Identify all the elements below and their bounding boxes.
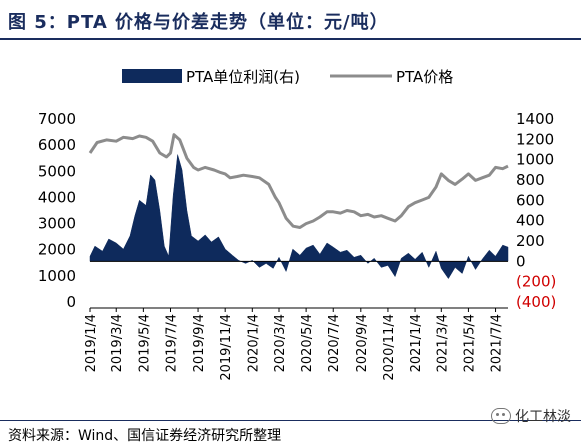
right-axis-tick-label: 600 bbox=[516, 191, 545, 209]
x-axis-tick-label: 2020/11/4 bbox=[382, 314, 397, 381]
figure-title: 图 5：PTA 价格与价差走势（单位：元/吨） bbox=[8, 12, 389, 33]
x-axis-tick-label: 2020/5/4 bbox=[300, 314, 315, 372]
left-axis-tick-label: 3000 bbox=[38, 215, 76, 233]
right-axis-tick-label: 400 bbox=[516, 212, 545, 230]
x-axis-tick-label: 2019/11/4 bbox=[219, 314, 234, 381]
x-axis-tick-label: 2019/7/4 bbox=[164, 314, 179, 372]
wechat-icon bbox=[491, 408, 511, 424]
right-axis-tick-label: 800 bbox=[516, 171, 545, 189]
left-axis-tick-label: 1000 bbox=[38, 267, 76, 285]
x-axis-tick-label: 2020/3/4 bbox=[273, 314, 288, 372]
left-axis-tick-label: 5000 bbox=[38, 162, 76, 180]
left-axis-tick-label: 7000 bbox=[38, 110, 76, 128]
x-axis-tick-label: 2019/5/4 bbox=[137, 314, 152, 372]
right-axis-tick-label: 1400 bbox=[516, 110, 554, 128]
figure-title-bar: 图 5：PTA 价格与价差走势（单位：元/吨） bbox=[0, 0, 581, 40]
legend-label-profit: PTA单位利润(右) bbox=[186, 68, 300, 86]
watermark-text: 化工林淡 bbox=[515, 409, 571, 425]
left-axis-tick-label: 4000 bbox=[38, 188, 76, 206]
right-axis-tick-label: 0 bbox=[516, 252, 526, 270]
x-axis-tick-label: 2020/7/4 bbox=[327, 314, 342, 372]
price-line-series bbox=[88, 133, 509, 229]
right-axis-tick-label: 1000 bbox=[516, 151, 554, 169]
x-axis-tick-label: 2019/3/4 bbox=[110, 314, 125, 372]
right-axis-tick-label: (400) bbox=[516, 293, 556, 311]
x-axis-tick-label: 2021/1/4 bbox=[409, 314, 424, 372]
x-axis-tick-label: 2020/9/4 bbox=[355, 314, 370, 372]
x-axis-tick-label: 2021/5/4 bbox=[462, 314, 477, 372]
right-axis-tick-label: 200 bbox=[516, 232, 545, 250]
left-axis-tick-label: 2000 bbox=[38, 241, 76, 259]
left-axis-tick-label: 0 bbox=[66, 293, 76, 311]
x-axis-tick-label: 2020/1/4 bbox=[246, 314, 261, 372]
legend-label-price: PTA价格 bbox=[396, 68, 453, 86]
profit-area-series bbox=[89, 154, 509, 280]
footer-divider bbox=[0, 420, 581, 421]
right-axis-tick-label: (200) bbox=[516, 273, 556, 291]
legend-swatch-profit bbox=[122, 69, 182, 83]
x-axis-tick-label: 2021/7/4 bbox=[490, 314, 505, 372]
right-axis-tick-label: 1200 bbox=[516, 130, 554, 148]
x-axis-tick-label: 2021/3/4 bbox=[435, 314, 450, 372]
left-axis-tick-label: 6000 bbox=[38, 136, 76, 154]
x-axis-tick-label: 2019/9/4 bbox=[192, 314, 207, 372]
watermark: 化工林淡 bbox=[491, 406, 571, 426]
source-note: 资料来源：Wind、国信证券经济研究所整理 bbox=[8, 428, 282, 444]
x-axis-tick-label: 2019/1/4 bbox=[84, 314, 99, 372]
